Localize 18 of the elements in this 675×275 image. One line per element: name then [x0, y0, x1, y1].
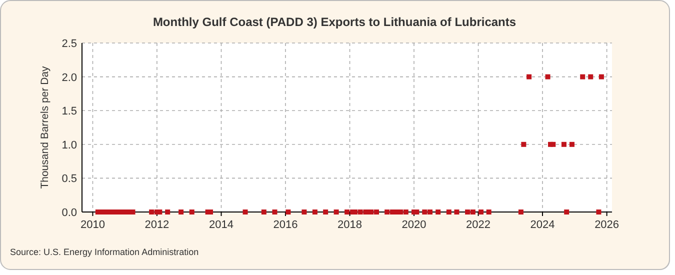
x-tick-label: 2010 [80, 219, 105, 231]
x-tick-label: 2020 [402, 219, 426, 231]
x-tick-label: 2024 [530, 219, 555, 231]
x-tick-label: 2026 [594, 219, 620, 231]
x-tick-label: 2012 [144, 219, 170, 231]
y-tick-label: 1.5 [62, 106, 77, 118]
x-tick-label: 2014 [209, 219, 234, 231]
y-axis-title: Thousand Barrels per Day [39, 65, 51, 189]
chart-title: Monthly Gulf Coast (PADD 3) Exports to Lithuania of Lubricants [152, 15, 516, 29]
x-tick-label: 2018 [338, 219, 362, 231]
x-tick-label: 2022 [466, 219, 491, 231]
y-tick-label: 1.0 [62, 139, 77, 152]
y-tick-label: 0.5 [62, 173, 77, 186]
y-tick-label: 0.0 [62, 207, 77, 219]
y-tick-label: 2.5 [62, 38, 77, 50]
y-tick-label: 2.0 [62, 72, 77, 84]
x-tick-label: 2016 [273, 219, 298, 231]
source-note: Source: U.S. Energy Information Administration [10, 247, 199, 257]
